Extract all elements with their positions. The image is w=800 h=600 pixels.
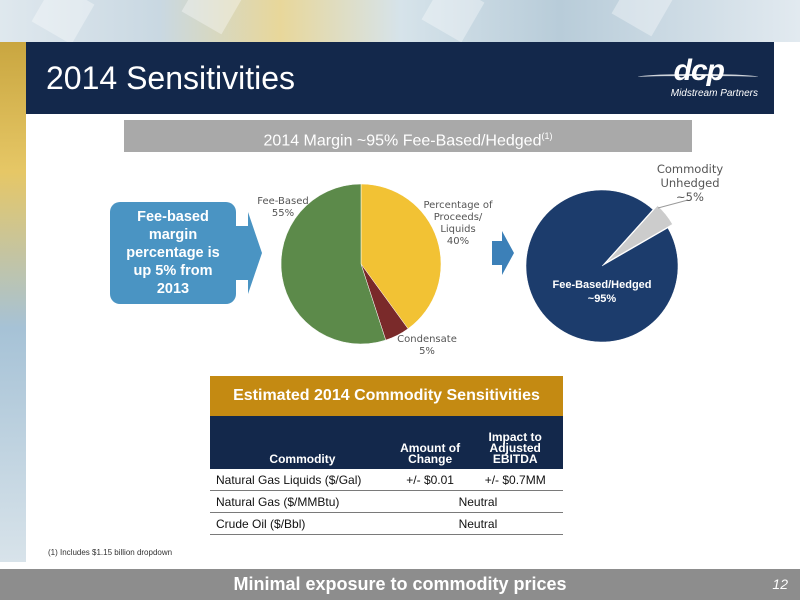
header-commodity: Commodity bbox=[210, 416, 393, 469]
subtitle-text: 2014 Margin ~95% Fee-Based/Hedged bbox=[263, 132, 542, 150]
subtitle-footnote-ref: (1) bbox=[541, 131, 553, 141]
cell-impact: +/- $0.7MM bbox=[467, 469, 563, 491]
fee-based-callout: Fee-based margin percentage is up 5% fro… bbox=[110, 202, 236, 304]
chart-area bbox=[236, 183, 689, 345]
table-row: Crude Oil ($/Bbl) Neutral bbox=[210, 512, 563, 535]
pie-slice-pop-liquids bbox=[360, 183, 442, 330]
logo-subtext: Midstream Partners bbox=[670, 88, 758, 99]
header-impact: Impact to Adjusted EBITDA bbox=[467, 416, 563, 469]
table-title: Estimated 2014 Commodity Sensitivities bbox=[210, 376, 563, 416]
footnote: (1) Includes $1.15 billion dropdown bbox=[48, 548, 173, 557]
slice-label-unhedged-pct: ~5% bbox=[676, 190, 704, 204]
title-bar: 2014 Sensitivities dcp Midstream Partner… bbox=[26, 42, 774, 114]
slice-label-condensate-name: Condensate bbox=[397, 334, 457, 345]
margin-mix-pie bbox=[280, 183, 442, 345]
slice-label-pop-liquids: Percentage of Proceeds/ Liquids 40% bbox=[418, 200, 498, 248]
table-row: Natural Gas Liquids ($/Gal) +/- $0.01 +/… bbox=[210, 469, 563, 491]
slice-label-pop-liquids-name: Percentage of Proceeds/ Liquids bbox=[423, 200, 493, 235]
cell-merged-neutral: Neutral bbox=[392, 490, 563, 513]
sensitivities-table: Estimated 2014 Commodity Sensitivities C… bbox=[210, 376, 563, 535]
logo-swoosh bbox=[638, 74, 758, 80]
slice-label-hedged-pct: ~95% bbox=[587, 293, 617, 305]
slice-label-hedged-name: Fee-Based/Hedged bbox=[552, 279, 652, 291]
header-banner-image bbox=[0, 0, 800, 42]
table-header-row: Commodity Amount of Change Impact to Adj… bbox=[210, 416, 563, 469]
slice-label-hedged: Fee-Based/Hedged ~95% bbox=[534, 278, 670, 306]
sensitivities-grid: Commodity Amount of Change Impact to Adj… bbox=[210, 416, 563, 535]
margin-subtitle: 2014 Margin ~95% Fee-Based/Hedged(1) bbox=[124, 120, 692, 152]
slice-label-pop-liquids-pct: 40% bbox=[446, 236, 470, 247]
transition-arrow-icon bbox=[492, 231, 514, 275]
slice-label-fee-based-name: Fee-Based bbox=[257, 196, 309, 207]
cell-commodity: Natural Gas Liquids ($/Gal) bbox=[210, 469, 393, 491]
slice-label-unhedged: Commodity Unhedged ~5% bbox=[646, 162, 734, 204]
unhedged-leader-line bbox=[657, 199, 689, 209]
pie-slice-commodity-unhedged bbox=[606, 205, 673, 263]
cell-commodity: Crude Oil ($/Bbl) bbox=[210, 512, 393, 535]
table-row: Natural Gas ($/MMBtu) Neutral bbox=[210, 490, 563, 513]
header-amount-of-change: Amount of Change bbox=[392, 416, 468, 469]
page-title: 2014 Sensitivities bbox=[46, 60, 296, 96]
slice-label-fee-based: Fee-Based 55% bbox=[252, 196, 314, 220]
decorative-side-band bbox=[0, 42, 26, 562]
callout-arrow-icon bbox=[236, 212, 262, 294]
cell-amount: +/- $0.01 bbox=[392, 469, 468, 491]
slice-label-unhedged-name: Commodity Unhedged bbox=[656, 162, 724, 190]
pie-slice-fee-based-hedged bbox=[525, 189, 679, 343]
cell-commodity: Natural Gas ($/MMBtu) bbox=[210, 490, 393, 513]
footer-bar: Minimal exposure to commodity prices 12 bbox=[0, 569, 800, 600]
pie-slice-fee-based bbox=[280, 183, 387, 345]
callout-text: Fee-based margin percentage is up 5% fro… bbox=[126, 209, 220, 297]
slice-label-condensate: Condensate 5% bbox=[390, 334, 464, 358]
cell-merged-neutral: Neutral bbox=[392, 512, 563, 535]
logo-main-text: dcp bbox=[673, 54, 725, 87]
footer-tagline: Minimal exposure to commodity prices bbox=[233, 574, 567, 594]
hedged-pie bbox=[525, 189, 679, 343]
slice-label-fee-based-pct: 55% bbox=[271, 208, 295, 219]
slice-label-condensate-pct: 5% bbox=[419, 346, 435, 357]
slide-content: 2014 Margin ~95% Fee-Based/Hedged(1) Fee… bbox=[26, 114, 800, 569]
page-number: 12 bbox=[772, 576, 788, 592]
company-logo: dcp Midstream Partners bbox=[638, 54, 758, 102]
